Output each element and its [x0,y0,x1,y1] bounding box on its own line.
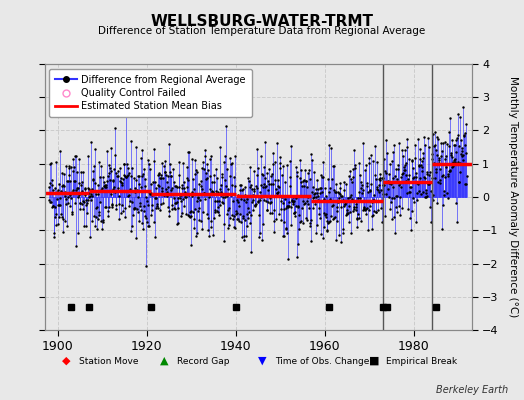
Text: WELLSBURG-WATER-TRMT: WELLSBURG-WATER-TRMT [150,14,374,29]
Legend: Difference from Regional Average, Quality Control Failed, Estimated Station Mean: Difference from Regional Average, Qualit… [49,69,252,117]
Text: Station Move: Station Move [79,356,138,366]
Y-axis label: Monthly Temperature Anomaly Difference (°C): Monthly Temperature Anomaly Difference (… [508,76,518,318]
Text: Time of Obs. Change: Time of Obs. Change [275,356,369,366]
Text: Berkeley Earth: Berkeley Earth [436,385,508,395]
Text: Record Gap: Record Gap [177,356,230,366]
Text: Difference of Station Temperature Data from Regional Average: Difference of Station Temperature Data f… [99,26,425,36]
Text: ■: ■ [369,356,379,366]
Text: ▲: ▲ [160,356,168,366]
Text: ◆: ◆ [62,356,70,366]
Text: Empirical Break: Empirical Break [386,356,457,366]
Text: ▼: ▼ [258,356,267,366]
